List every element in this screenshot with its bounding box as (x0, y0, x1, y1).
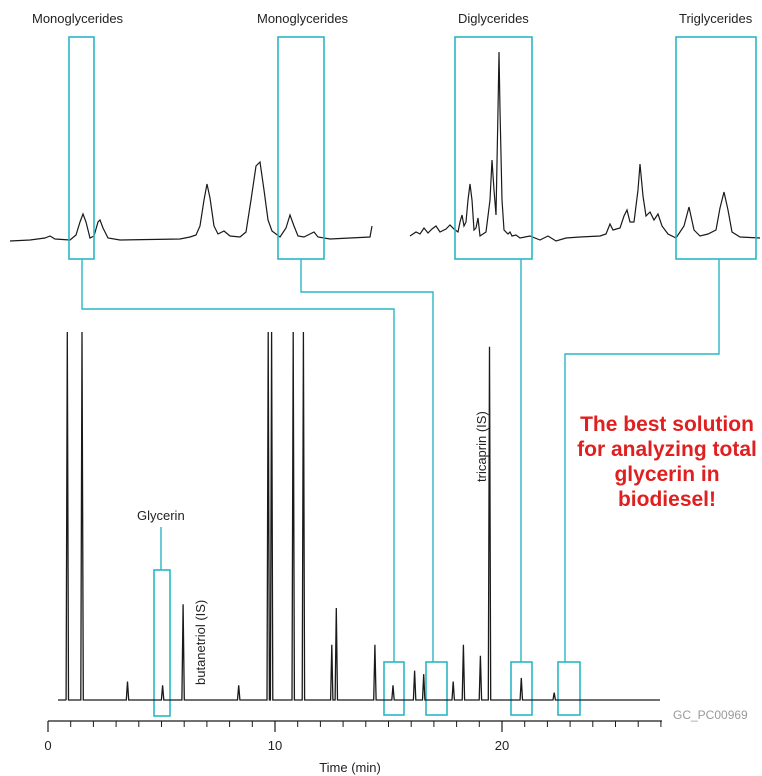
callout-text: The best solution for analyzing total gl… (577, 413, 757, 511)
inset-label-diglycerides: Diglycerides (458, 11, 529, 26)
inset-traces (9, 51, 761, 242)
x-tick-label-0: 0 (44, 738, 51, 753)
x-tick-label-20: 20 (495, 738, 509, 753)
x-axis-minor-ticks (70, 721, 662, 727)
x-axis-label: Time (min) (319, 760, 381, 775)
inset-label-monoglycerides-1: Monoglycerides (32, 11, 124, 26)
glycerin-label: Glycerin (137, 508, 185, 523)
monoglyceride-region-box-1 (383, 661, 405, 716)
butanetriol-label: butanetriol (IS) (193, 600, 208, 685)
inset-label-triglycerides: Triglycerides (679, 11, 753, 26)
inset-connectors (81, 259, 720, 662)
inset-trace-left (9, 160, 373, 242)
connector-monoglycerides-1 (81, 259, 395, 662)
monoglyceride-region-box-2 (425, 661, 448, 716)
diglyceride-region-box (510, 661, 533, 716)
glycerin-box (153, 569, 171, 717)
chromatogram-trace (58, 331, 660, 701)
main-boxes (153, 569, 581, 717)
x-tick-label-10: 10 (268, 738, 282, 753)
inset-box-monoglycerides-2 (277, 36, 325, 260)
inset-box-diglycerides (454, 36, 533, 260)
connector-monoglycerides-2 (300, 259, 434, 662)
inset-boxes (68, 36, 757, 260)
inset-box-monoglycerides-1 (68, 36, 95, 260)
tricaprin-label: tricaprin (IS) (474, 411, 489, 482)
x-axis-major-ticks: 0 10 20 (44, 721, 509, 753)
figure-code: GC_PC00969 (673, 708, 748, 722)
connector-triglycerides (564, 259, 720, 662)
inset-trace-right (409, 51, 761, 242)
triglyceride-region-box (557, 661, 581, 716)
inset-label-monoglycerides-2: Monoglycerides (257, 11, 349, 26)
inset-box-triglycerides (675, 36, 757, 260)
